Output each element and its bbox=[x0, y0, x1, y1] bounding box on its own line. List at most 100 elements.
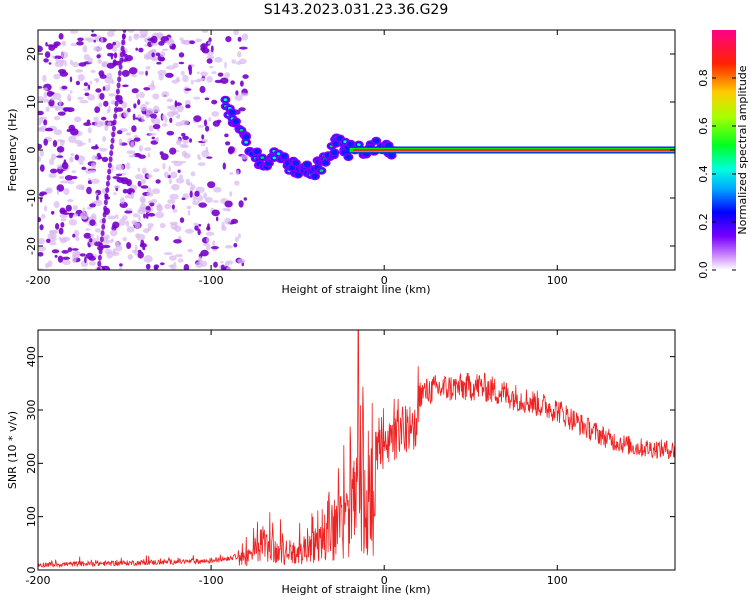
noise-speckle bbox=[115, 244, 123, 252]
noise-speckle bbox=[146, 192, 154, 197]
noise-speckle bbox=[222, 162, 226, 170]
noise-speckle bbox=[107, 121, 112, 127]
noise-speckle bbox=[90, 69, 96, 73]
noise-speckle bbox=[93, 116, 99, 122]
noise-speckle bbox=[170, 264, 177, 270]
noise-speckle bbox=[206, 237, 210, 243]
noise-speckle bbox=[159, 51, 166, 58]
noise-speckle bbox=[48, 99, 55, 107]
noise-speckle bbox=[125, 55, 133, 62]
noise-speckle bbox=[224, 217, 232, 225]
noise-speckle bbox=[116, 130, 123, 135]
noise-speckle bbox=[138, 71, 145, 75]
noise-speckle bbox=[152, 93, 160, 100]
noise-speckle bbox=[56, 105, 64, 111]
noise-speckle bbox=[169, 193, 179, 200]
noise-speckle bbox=[115, 173, 123, 177]
noise-speckle bbox=[38, 246, 46, 252]
noise-speckle bbox=[39, 197, 43, 203]
noise-speckle bbox=[150, 113, 157, 119]
noise-streak bbox=[101, 217, 106, 224]
noise-speckle bbox=[201, 150, 210, 158]
noise-speckle bbox=[90, 162, 97, 169]
noise-speckle bbox=[46, 44, 55, 47]
noise-speckle bbox=[72, 205, 78, 211]
noise-speckle bbox=[103, 100, 109, 107]
noise-streak bbox=[99, 236, 104, 243]
noise-speckle bbox=[179, 217, 185, 223]
noise-speckle bbox=[161, 91, 170, 98]
noise-speckle bbox=[202, 243, 211, 247]
track-body bbox=[332, 141, 340, 147]
noise-speckle bbox=[46, 90, 54, 97]
noise-streak bbox=[104, 193, 109, 200]
noise-speckle bbox=[97, 59, 102, 64]
noise-speckle bbox=[141, 209, 151, 213]
noise-speckle bbox=[121, 101, 128, 109]
noise-speckle bbox=[140, 104, 147, 112]
noise-speckle bbox=[61, 40, 67, 47]
track-core bbox=[244, 140, 248, 144]
noise-speckle bbox=[147, 223, 154, 228]
noise-speckle bbox=[72, 233, 76, 238]
noise-speckle bbox=[174, 102, 182, 106]
noise-speckle bbox=[85, 252, 94, 260]
noise-speckle bbox=[160, 262, 165, 266]
noise-streak bbox=[109, 150, 114, 157]
noise-speckle bbox=[61, 236, 71, 242]
noise-speckle bbox=[194, 190, 200, 197]
noise-speckle bbox=[234, 180, 240, 186]
noise-speckle bbox=[52, 140, 58, 147]
noise-speckle bbox=[229, 191, 233, 197]
noise-speckle bbox=[206, 55, 215, 60]
noise-speckle bbox=[49, 241, 57, 246]
noise-speckle bbox=[86, 119, 91, 124]
noise-speckle bbox=[66, 107, 75, 113]
noise-speckle bbox=[133, 103, 137, 109]
noise-speckle bbox=[126, 242, 132, 249]
noise-speckle bbox=[138, 154, 146, 159]
y-tick-label: -10 bbox=[25, 189, 38, 207]
colorbar-ticks: 0.0 0.2 0.4 0.6 0.8 bbox=[697, 69, 736, 279]
noise-speckle bbox=[177, 258, 184, 263]
noise-speckle bbox=[214, 79, 223, 84]
noise-speckle bbox=[83, 88, 90, 91]
noise-streak bbox=[107, 168, 112, 175]
noise-speckle bbox=[192, 194, 197, 203]
noise-speckle bbox=[107, 215, 116, 220]
noise-speckle bbox=[197, 228, 201, 236]
noise-speckle bbox=[75, 69, 84, 73]
noise-speckle bbox=[237, 36, 242, 42]
noise-speckle bbox=[67, 180, 75, 185]
track-body bbox=[345, 154, 352, 160]
noise-speckle bbox=[39, 224, 44, 231]
noise-speckle bbox=[60, 180, 70, 184]
noise-speckle bbox=[143, 255, 153, 263]
noise-speckle bbox=[177, 169, 181, 173]
noise-speckle bbox=[142, 167, 147, 175]
noise-speckle bbox=[210, 246, 219, 250]
noise-speckle bbox=[175, 254, 183, 258]
noise-speckle bbox=[239, 46, 248, 50]
noise-speckle bbox=[77, 74, 85, 82]
noise-speckle bbox=[233, 243, 238, 248]
noise-speckle bbox=[184, 88, 192, 91]
noise-speckle bbox=[100, 37, 104, 44]
y-tick-label: 400 bbox=[25, 346, 38, 367]
noise-speckle bbox=[160, 153, 169, 161]
noise-speckle bbox=[155, 179, 161, 184]
noise-streak bbox=[96, 267, 101, 270]
noise-speckle bbox=[79, 253, 86, 257]
noise-speckle bbox=[123, 110, 129, 118]
noise-speckle bbox=[126, 226, 135, 233]
noise-speckle bbox=[197, 162, 206, 167]
noise-speckle bbox=[197, 71, 200, 75]
noise-speckle bbox=[131, 88, 139, 94]
noise-speckle bbox=[41, 213, 46, 219]
noise-speckle bbox=[60, 222, 65, 228]
noise-speckle bbox=[125, 220, 130, 227]
noise-speckle bbox=[104, 124, 109, 131]
noise-speckle bbox=[182, 135, 190, 140]
noise-speckle bbox=[132, 113, 136, 121]
